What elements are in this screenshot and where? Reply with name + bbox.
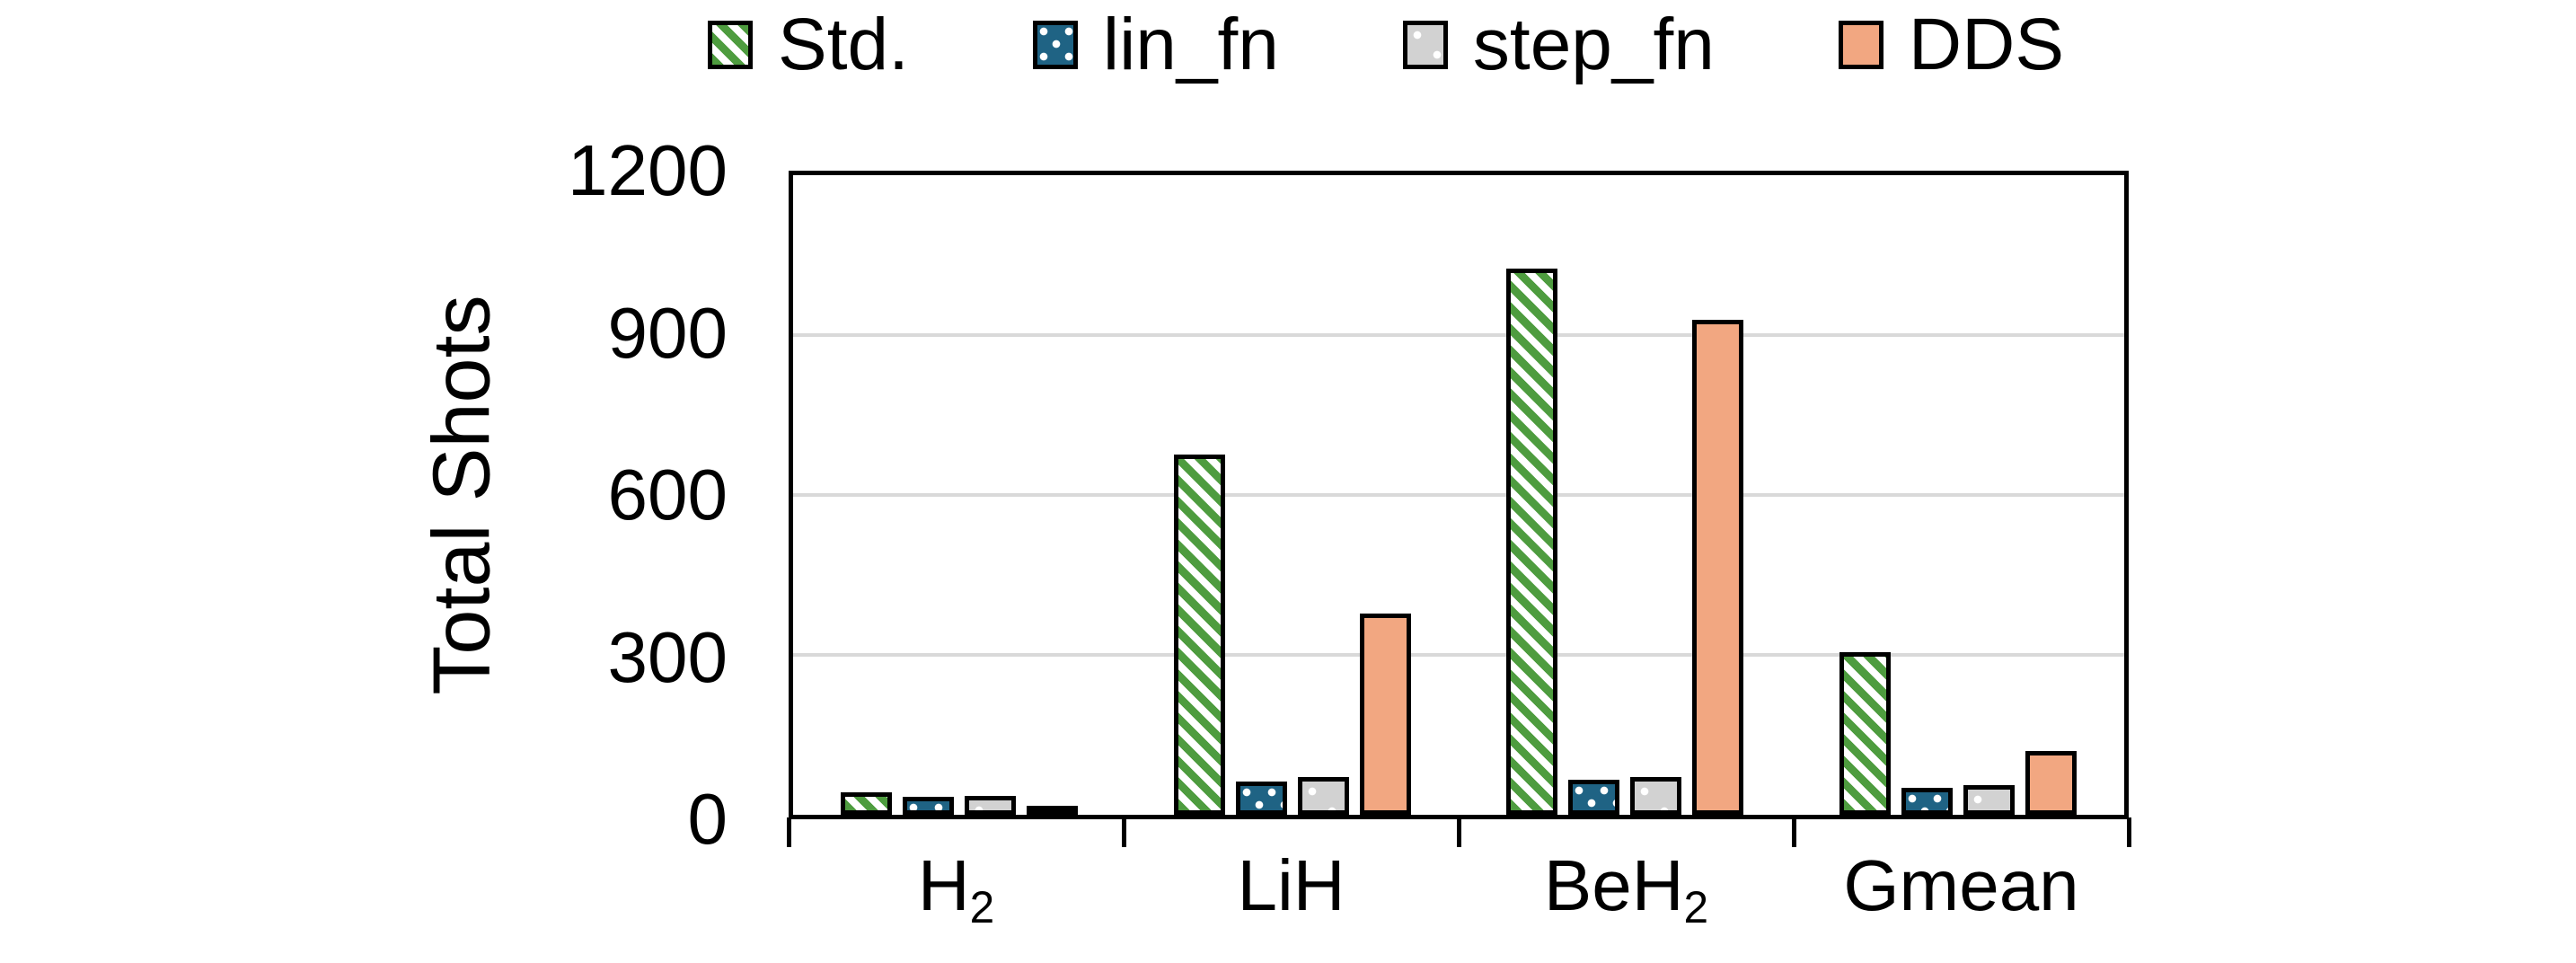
y-tick-label-0: 0 bbox=[687, 779, 728, 859]
bar-step-fn-beh2 bbox=[1630, 777, 1681, 815]
legend-label: DDS bbox=[1908, 4, 2065, 85]
bar-lin-fn-gmean bbox=[1901, 788, 1953, 815]
legend-item-std: Std. bbox=[708, 4, 909, 85]
bar-std-gmean bbox=[1839, 652, 1891, 815]
chart-legend: Std. lin_fn step_fn DDS bbox=[708, 4, 2065, 85]
bar-dds-gmean bbox=[2025, 751, 2077, 815]
x-category-label-h2: H2 bbox=[789, 846, 1124, 930]
plot-inner bbox=[793, 175, 2124, 815]
x-category-text: H bbox=[917, 845, 970, 925]
y-tick-label-1200: 1200 bbox=[568, 130, 728, 210]
plot-area bbox=[789, 171, 2129, 819]
bar-step-fn-lih bbox=[1298, 777, 1349, 815]
legend-item-step-fn: step_fn bbox=[1402, 4, 1715, 85]
gridline-300 bbox=[793, 653, 2124, 657]
x-category-subscript: 2 bbox=[969, 881, 995, 932]
x-category-text: Gmean bbox=[1843, 845, 2079, 925]
x-tick-mark bbox=[787, 817, 791, 847]
x-tick-mark bbox=[2127, 817, 2131, 847]
y-tick-label-900: 900 bbox=[607, 293, 728, 373]
legend-swatch-step-fn bbox=[1402, 21, 1448, 69]
bar-lin-fn-h2 bbox=[903, 797, 954, 815]
legend-item-dds: DDS bbox=[1838, 4, 2065, 85]
x-category-label-gmean: Gmean bbox=[1794, 846, 2129, 925]
bar-std-h2 bbox=[841, 792, 892, 815]
bar-dds-beh2 bbox=[1692, 320, 1743, 815]
legend-swatch-lin-fn bbox=[1032, 21, 1078, 69]
bar-lin-fn-lih bbox=[1236, 782, 1287, 815]
bar-dds-h2 bbox=[1027, 806, 1078, 815]
legend-label: Std. bbox=[778, 4, 909, 85]
x-category-text: BeH bbox=[1543, 845, 1684, 925]
x-category-subscript: 2 bbox=[1683, 881, 1709, 932]
gridline-600 bbox=[793, 493, 2124, 497]
y-tick-label-300: 300 bbox=[607, 617, 728, 697]
legend-swatch-dds bbox=[1838, 21, 1883, 69]
gridline-900 bbox=[793, 333, 2124, 337]
legend-item-lin-fn: lin_fn bbox=[1032, 4, 1279, 85]
legend-swatch-std bbox=[708, 21, 753, 69]
bar-step-fn-gmean bbox=[1963, 785, 2015, 815]
legend-label: step_fn bbox=[1472, 4, 1715, 85]
x-tick-mark bbox=[1122, 817, 1126, 847]
bar-dds-lih bbox=[1360, 614, 1411, 815]
x-tick-mark bbox=[1792, 817, 1796, 847]
bar-lin-fn-beh2 bbox=[1568, 780, 1619, 815]
x-tick-mark bbox=[1457, 817, 1461, 847]
y-tick-label-600: 600 bbox=[607, 455, 728, 535]
x-category-label-beh2: BeH2 bbox=[1459, 846, 1794, 930]
x-category-text: LiH bbox=[1237, 845, 1345, 925]
x-category-label-lih: LiH bbox=[1124, 846, 1459, 925]
bar-step-fn-h2 bbox=[965, 796, 1016, 815]
legend-label: lin_fn bbox=[1102, 4, 1279, 85]
bar-std-lih bbox=[1174, 455, 1225, 815]
bar-std-beh2 bbox=[1506, 269, 1557, 815]
